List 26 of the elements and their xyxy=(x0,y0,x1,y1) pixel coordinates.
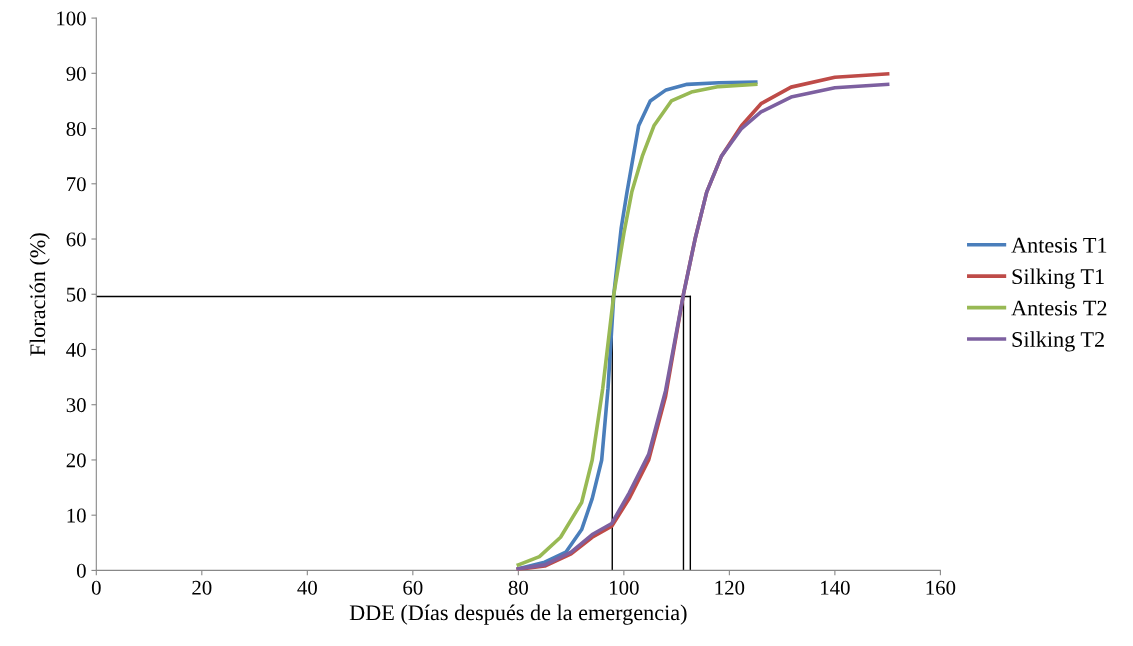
x-tick-label: 60 xyxy=(403,580,423,595)
x-tick-label: 100 xyxy=(610,580,639,595)
x-tick-label: 0 xyxy=(91,580,101,595)
x-tick-label: 120 xyxy=(715,580,745,595)
y-tick-label: 20 xyxy=(66,453,86,468)
legend-label: Silking T2 xyxy=(1012,331,1104,352)
legend-label: Antesis T1 xyxy=(1011,237,1107,253)
x-tick-label: 160 xyxy=(926,580,956,595)
legend-label: Silking T1 xyxy=(1012,268,1104,289)
x-tick-label: 140 xyxy=(821,580,850,595)
x-axis-title: DDE (Días después de la emergencia) xyxy=(349,604,687,625)
legend-label: Antesis T2 xyxy=(1011,300,1107,316)
y-tick-label: 10 xyxy=(67,508,86,523)
y-tick-label: 100 xyxy=(57,11,86,26)
y-tick-label: 60 xyxy=(66,232,86,247)
y-tick-label: 0 xyxy=(76,563,86,578)
y-tick-label: 50 xyxy=(66,287,86,302)
y-tick-label: 90 xyxy=(66,66,86,81)
x-tick-label: 40 xyxy=(297,580,317,595)
y-tick-label: 70 xyxy=(67,177,86,192)
x-tick-label: 80 xyxy=(508,580,528,595)
x-tick-label: 20 xyxy=(192,580,212,595)
y-tick-label: 40 xyxy=(66,342,86,357)
y-tick-label: 30 xyxy=(66,398,86,413)
y-tick-label: 80 xyxy=(66,121,86,136)
y-axis-title: Floración (%) xyxy=(29,233,50,356)
